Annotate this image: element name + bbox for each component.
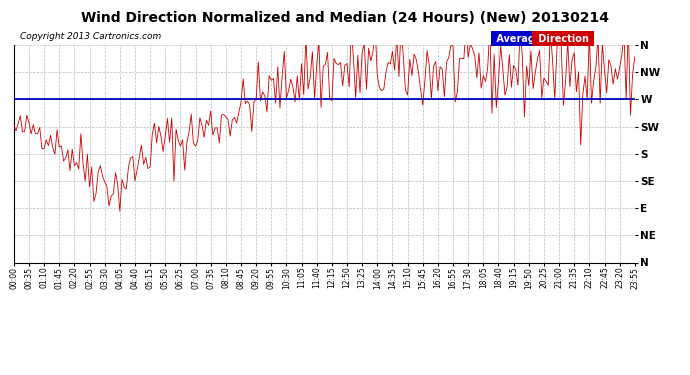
- Text: Wind Direction Normalized and Median (24 Hours) (New) 20130214: Wind Direction Normalized and Median (24…: [81, 11, 609, 25]
- Text: Average: Average: [493, 34, 545, 44]
- Text: Copyright 2013 Cartronics.com: Copyright 2013 Cartronics.com: [20, 32, 161, 40]
- Text: Direction: Direction: [535, 34, 592, 44]
